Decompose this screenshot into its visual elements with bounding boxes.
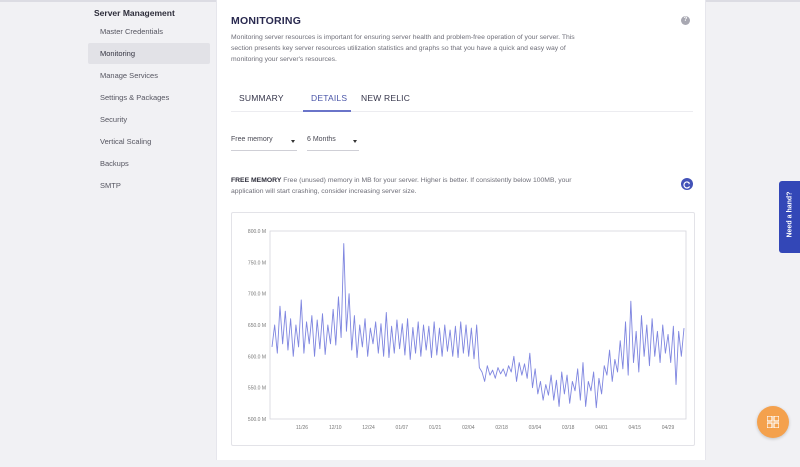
y-tick-label: 600.0 M bbox=[248, 354, 266, 360]
chevron-down-icon bbox=[291, 140, 295, 143]
y-tick-label: 700.0 M bbox=[248, 292, 266, 298]
x-tick-label: 01/07 bbox=[396, 425, 409, 431]
x-tick-label: 04/29 bbox=[662, 425, 675, 431]
metric-description-text: Free (unused) memory in MB for your serv… bbox=[231, 177, 572, 195]
plot-area bbox=[269, 230, 687, 420]
y-tick-label: 650.0 M bbox=[248, 323, 266, 329]
x-tick-label: 11/26 bbox=[296, 425, 308, 431]
refresh-icon[interactable] bbox=[681, 178, 693, 190]
monitoring-panel: MONITORING ? Monitoring server resources… bbox=[216, 0, 706, 460]
sidebar-item-smtp[interactable]: SMTP bbox=[100, 181, 121, 190]
sidebar-item-backups[interactable]: Backups bbox=[100, 159, 129, 168]
page-title: MONITORING bbox=[231, 15, 302, 27]
metric-title: FREE MEMORY bbox=[231, 177, 282, 184]
grid-icon bbox=[767, 416, 779, 428]
metric-description: FREE MEMORY Free (unused) memory in MB f… bbox=[231, 175, 591, 197]
widget-fab-button[interactable] bbox=[757, 406, 789, 438]
y-tick-label: 750.0 M bbox=[248, 260, 266, 266]
metric-select-value: Free memory bbox=[231, 136, 273, 143]
need-a-hand-label: Need a hand? bbox=[786, 191, 794, 238]
x-tick-label: 04/15 bbox=[628, 425, 641, 431]
period-select-value: 6 Months bbox=[307, 136, 336, 143]
x-tick-label: 03/04 bbox=[529, 425, 542, 431]
help-icon[interactable]: ? bbox=[681, 16, 690, 25]
sidebar-item-manage-services[interactable]: Manage Services bbox=[100, 71, 158, 80]
x-tick-label: 04/01 bbox=[595, 425, 608, 431]
sidebar-item-vertical-scaling[interactable]: Vertical Scaling bbox=[100, 137, 152, 146]
sidebar-item-monitoring[interactable]: Monitoring bbox=[88, 43, 210, 64]
series-line-free-memory bbox=[271, 243, 685, 409]
tab-details[interactable]: DETAILS bbox=[311, 93, 348, 103]
need-a-hand-tab[interactable]: Need a hand? bbox=[779, 181, 800, 253]
chart-canvas: 800.0 M 750.0 M 700.0 M 650.0 M 600.0 M 550.0… bbox=[248, 229, 687, 431]
y-tick-label: 800.0 M bbox=[248, 229, 266, 235]
x-tick-label: 12/24 bbox=[362, 425, 375, 431]
x-tick-label: 01/21 bbox=[429, 425, 442, 431]
page-description: Monitoring server resources is important… bbox=[231, 34, 575, 63]
tab-summary[interactable]: SUMMARY bbox=[239, 93, 284, 103]
free-memory-chart: 800.0 M 750.0 M 700.0 M 650.0 M 600.0 M 550.0… bbox=[231, 212, 695, 446]
x-tick-label: 02/04 bbox=[462, 425, 475, 431]
x-tick-label: 03/18 bbox=[562, 425, 575, 431]
metric-select[interactable]: Free memory bbox=[231, 131, 297, 151]
tab-bar: SUMMARY DETAILS NEW RELIC bbox=[231, 88, 693, 112]
y-tick-label: 500.0 M bbox=[248, 417, 266, 423]
tab-new-relic[interactable]: NEW RELIC bbox=[361, 93, 411, 103]
sidebar-item-master-credentials[interactable]: Master Credentials bbox=[100, 27, 163, 36]
x-tick-label: 12/10 bbox=[329, 425, 342, 431]
sidebar: Server Management Master Credentials Mon… bbox=[88, 6, 210, 196]
sidebar-heading: Server Management bbox=[94, 8, 175, 18]
x-tick-label: 02/18 bbox=[495, 425, 508, 431]
sidebar-item-settings-packages[interactable]: Settings & Packages bbox=[100, 93, 170, 102]
active-tab-indicator bbox=[303, 110, 351, 112]
chevron-down-icon bbox=[353, 140, 357, 143]
period-select[interactable]: 6 Months bbox=[307, 131, 359, 151]
sidebar-item-security[interactable]: Security bbox=[100, 115, 128, 124]
y-tick-label: 550.0 M bbox=[248, 386, 266, 392]
